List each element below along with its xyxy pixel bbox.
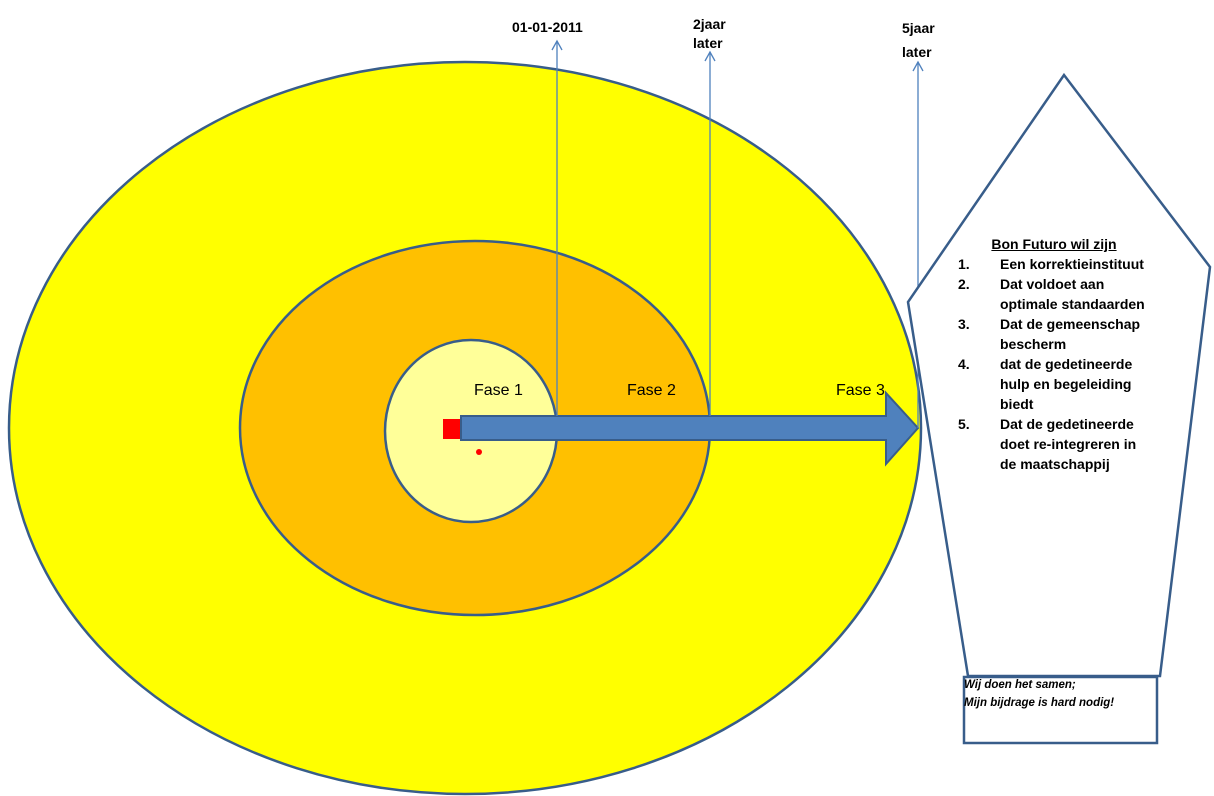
- start-marker: [443, 419, 462, 439]
- timeline-line-2years: [704, 50, 716, 416]
- goal-list-item: 2. Dat voldoet aan optimale standaarden: [958, 274, 1148, 314]
- goal-item-text: Dat de gemeenschap bescherm: [1000, 316, 1141, 352]
- goal-item-text: Een korrektieinstituut: [1000, 256, 1144, 272]
- goal-item-number: 4.: [958, 356, 970, 372]
- phase-label-2: Fase 2: [627, 382, 676, 399]
- timeline-label-5years-line1: 5jaar: [902, 20, 935, 36]
- goal-item-number: 2.: [958, 276, 970, 292]
- phase-label-3: Fase 3: [836, 382, 885, 399]
- progress-arrow: [460, 390, 920, 467]
- slogan-box: [962, 675, 1159, 745]
- goal-list: Bon Futuro wil zijn 1. Een korrektieinst…: [958, 234, 1148, 474]
- goal-list-item: 3. Dat de gemeenschap bescherm: [958, 314, 1148, 354]
- phase-label-1: Fase 1: [474, 382, 523, 399]
- goal-item-text: Dat de gedetineerde doet re-integreren i…: [1000, 416, 1137, 472]
- start-dot: [476, 449, 482, 455]
- timeline-label-2years-line1: 2jaar: [693, 16, 726, 32]
- goal-item-number: 1.: [958, 256, 970, 272]
- goal-item-number: 5.: [958, 416, 970, 432]
- goal-list-item: 5. Dat de gedetineerde doet re-integrere…: [958, 414, 1148, 474]
- timeline-line-start: [551, 39, 563, 416]
- timeline-label-5years-line2: later: [902, 44, 932, 60]
- goal-item-text: Dat voldoet aan optimale standaarden: [1000, 276, 1145, 312]
- goal-item-number: 3.: [958, 316, 970, 332]
- slogan-line-2: Mijn bijdrage is hard nodig!: [964, 697, 1115, 709]
- goal-list-item: 4. dat de gedetineerde hulp en begeleidi…: [958, 354, 1148, 414]
- goal-list-item: 1. Een korrektieinstituut: [958, 254, 1148, 274]
- slogan-line-1: Wij doen het samen;: [964, 679, 1076, 691]
- slogan-text: Wij doen het samen; Mijn bijdrage is har…: [964, 676, 1154, 712]
- goal-list-title: Bon Futuro wil zijn: [991, 236, 1117, 252]
- timeline-label-start: 01-01-2011: [512, 19, 583, 35]
- goal-item-text: dat de gedetineerde hulp en begeleiding …: [1000, 356, 1133, 412]
- timeline-label-2years-line2: later: [693, 35, 723, 51]
